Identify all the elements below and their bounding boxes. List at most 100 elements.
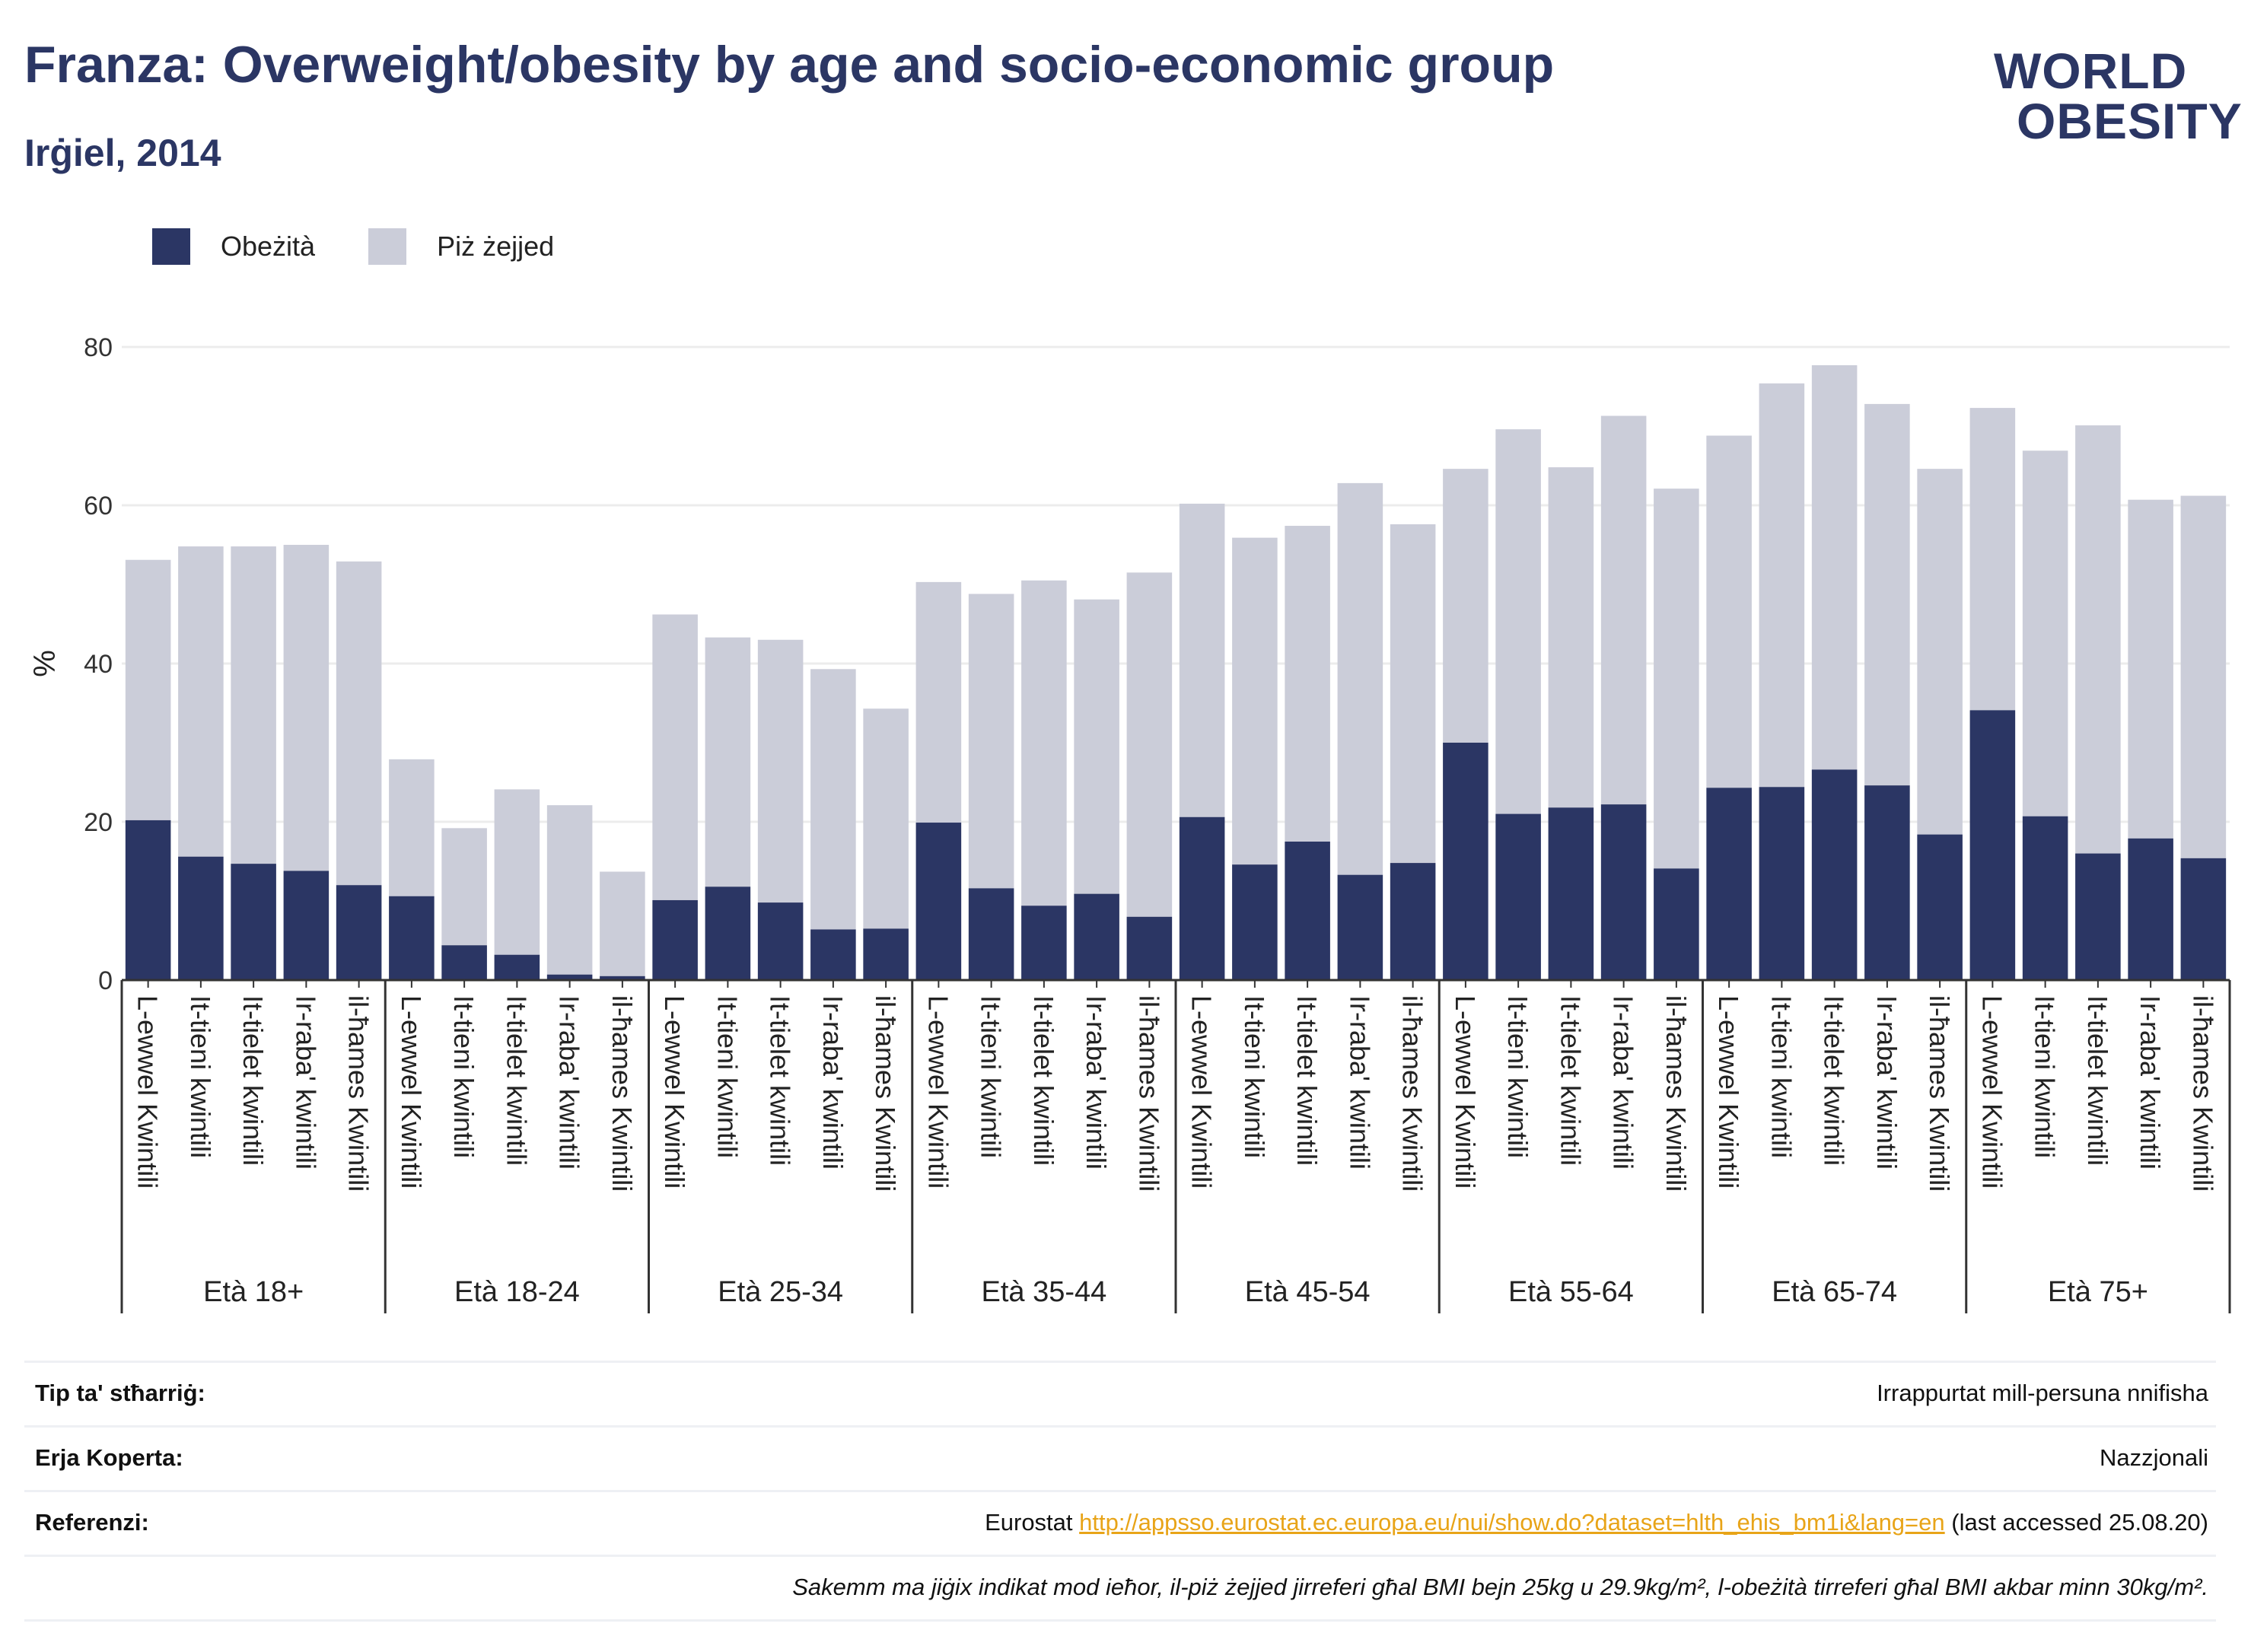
x-tick-label: It-tielet kwintili — [1555, 995, 1586, 1166]
x-tick-label: It-tielet kwintili — [501, 995, 532, 1166]
info-value: Eurostat http://appsso.eurostat.ec.europ… — [985, 1509, 2208, 1536]
group-label: Età 25-34 — [718, 1276, 843, 1308]
bar-overweight — [600, 871, 645, 976]
x-tick-label: It-tielet kwintili — [1028, 995, 1059, 1166]
info-label: Erja Koperta: — [35, 1444, 183, 1471]
y-tick-label: 0 — [98, 966, 113, 995]
bar-overweight — [1232, 537, 1278, 865]
x-tick-label: Ir-raba' kwintili — [290, 995, 321, 1170]
x-tick-label: il-ħames Kwintili — [607, 995, 638, 1192]
bar-overweight — [810, 669, 856, 930]
bar-overweight — [2022, 450, 2068, 816]
bar-overweight — [2180, 495, 2227, 858]
x-tick-label: L-ewwel Kwintili — [659, 995, 690, 1189]
bar-obesity — [705, 886, 751, 980]
reference-suffix: (last accessed 25.08.20) — [1944, 1509, 2208, 1536]
bar-obesity — [1285, 842, 1330, 980]
x-tick-label: It-tieni kwintili — [1239, 995, 1270, 1158]
y-tick-label: 20 — [84, 808, 113, 837]
stacked-bar-chart: 0 20 40 60 80% L-ewwel Kwintili It-tieni kwint… — [28, 333, 2231, 1313]
reference-prefix: Eurostat — [985, 1509, 1080, 1536]
bar-obesity — [810, 929, 856, 980]
bar-overweight — [125, 559, 171, 820]
bar-overweight — [1074, 599, 1119, 894]
bar-obesity — [968, 888, 1014, 980]
x-tick-label: It-tielet kwintili — [765, 995, 796, 1166]
reference-link[interactable]: http://appsso.eurostat.ec.europa.eu/nui/… — [1079, 1509, 1945, 1536]
x-tick-label: Ir-raba' kwintili — [1871, 995, 1902, 1170]
bar-overweight — [2075, 425, 2121, 854]
x-tick-label: L-ewwel Kwintili — [396, 995, 427, 1189]
x-tick-label: Ir-raba' kwintili — [1344, 995, 1375, 1170]
x-tick-label: It-tielet kwintili — [1291, 995, 1323, 1166]
bar-obesity — [389, 896, 435, 980]
bar-overweight — [757, 639, 804, 903]
bar-overweight — [1917, 469, 1963, 835]
info-value: Nazzjonali — [2099, 1444, 2208, 1471]
bar-overweight — [2128, 499, 2173, 839]
group-label: Età 55-64 — [1508, 1276, 1634, 1308]
bar-obesity — [1917, 834, 1963, 980]
bar-obesity — [757, 902, 804, 980]
bar-overweight — [1495, 429, 1541, 814]
bar-obesity — [1548, 807, 1594, 980]
x-tick-label: It-tielet kwintili — [237, 995, 269, 1166]
bar-overweight — [705, 637, 751, 887]
group-label: Età 75+ — [2048, 1276, 2148, 1308]
x-tick-label: L-ewwel Kwintili — [1713, 995, 1744, 1189]
x-tick-label: il-ħames Kwintili — [2187, 995, 2218, 1192]
bar-overweight — [1969, 408, 2016, 711]
bar-overweight — [231, 546, 276, 864]
group-label: Età 18+ — [203, 1276, 304, 1308]
bar-obesity — [1337, 874, 1383, 980]
info-table: Tip ta' stħarriġ: Irrappurtat mill-persu… — [24, 1361, 2216, 1622]
chart-legend: Obeżità Piż żejjed — [152, 228, 607, 265]
x-tick-label: It-tieni kwintili — [2030, 995, 2061, 1158]
bar-overweight — [1179, 503, 1225, 817]
bar-obesity — [1179, 816, 1225, 980]
bar-overweight — [494, 789, 540, 955]
info-label: Tip ta' stħarriġ: — [35, 1380, 205, 1406]
x-tick-label: L-ewwel Kwintili — [1450, 995, 1481, 1189]
bar-obesity — [2128, 838, 2173, 980]
bar-overweight — [1706, 435, 1752, 788]
bar-obesity — [125, 820, 171, 980]
bar-overweight — [1600, 415, 1647, 805]
x-tick-label: It-tieni kwintili — [712, 995, 743, 1158]
y-tick-label: 80 — [84, 333, 113, 362]
y-tick-label: 40 — [84, 650, 113, 679]
x-tick-label: il-ħames Kwintili — [1924, 995, 1955, 1192]
bar-overweight — [863, 708, 909, 929]
bar-overweight — [1759, 383, 1805, 788]
bar-obesity — [283, 871, 330, 980]
bar-overweight — [1337, 482, 1383, 875]
info-label: Referenzi: — [35, 1509, 149, 1536]
legend-item-overweight[interactable]: Piż żejjed — [368, 228, 554, 265]
x-tick-label: il-ħames Kwintili — [1133, 995, 1164, 1192]
x-tick-label: It-tieni kwintili — [448, 995, 479, 1158]
bar-obesity — [600, 976, 645, 980]
x-tick-label: Ir-raba' kwintili — [1608, 995, 1639, 1170]
bar-overweight — [1390, 524, 1436, 864]
bar-overweight — [283, 545, 330, 871]
chart-title: Franza: Overweight/obesity by age and so… — [24, 36, 1555, 94]
group-label: Età 18-24 — [454, 1276, 580, 1308]
x-tick-label: il-ħames Kwintili — [1660, 995, 1692, 1192]
bar-overweight — [1864, 403, 1910, 786]
x-tick-label: L-ewwel Kwintili — [132, 995, 164, 1189]
group-label: Età 65-74 — [1772, 1276, 1897, 1308]
bar-overweight — [336, 561, 382, 886]
x-tick-label: It-tielet kwintili — [1819, 995, 1850, 1166]
x-tick-label: It-tieni kwintili — [185, 995, 216, 1158]
x-tick-label: Ir-raba' kwintili — [2135, 995, 2166, 1170]
bar-obesity — [1759, 787, 1805, 980]
x-tick-label: It-tielet kwintili — [2082, 995, 2113, 1166]
chart-subtitle: Irġiel, 2014 — [24, 132, 221, 174]
group-label: Età 45-54 — [1245, 1276, 1371, 1308]
bar-obesity — [915, 823, 962, 980]
bar-overweight — [968, 594, 1014, 889]
info-row-references: Referenzi: Eurostat http://appsso.eurost… — [24, 1490, 2216, 1555]
bar-overweight — [389, 759, 435, 896]
info-row-area-covered: Erja Koperta: Nazzjonali — [24, 1425, 2216, 1490]
legend-item-obesity[interactable]: Obeżità — [152, 228, 315, 265]
